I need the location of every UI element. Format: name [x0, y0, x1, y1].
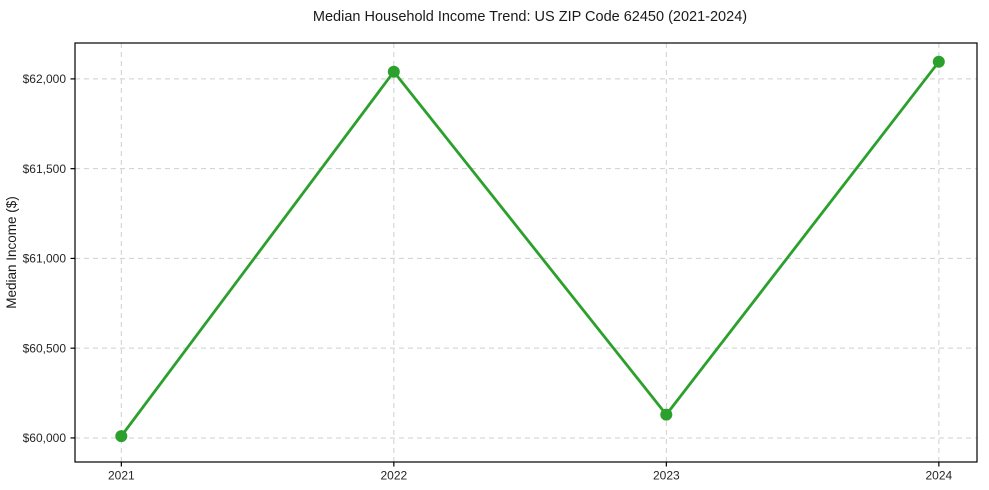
trend-line-series — [115, 55, 945, 443]
chart-title: Median Household Income Trend: US ZIP Co… — [313, 9, 747, 25]
y-tick-label: $60,500 — [23, 341, 67, 355]
data-point-marker — [932, 55, 945, 68]
data-point-marker — [660, 408, 673, 421]
y-tick-label: $61,500 — [23, 162, 67, 176]
x-tick-label: 2021 — [108, 469, 135, 483]
axis-layer: $60,000 $60,500 $61,000 $61,500 $62,000 2021 2… — [23, 72, 953, 482]
x-tick-label: 2024 — [925, 469, 952, 483]
trend-line — [119, 60, 941, 438]
x-tick-label: 2023 — [653, 469, 680, 483]
x-tick-label: 2022 — [380, 469, 407, 483]
y-tick-label: $60,000 — [23, 431, 67, 445]
y-axis-label: Median Income ($) — [4, 196, 19, 309]
plot-border — [74, 42, 978, 463]
data-point-marker — [115, 430, 128, 443]
y-tick-label: $61,000 — [23, 252, 67, 266]
grid-layer — [75, 43, 977, 462]
data-point-marker — [387, 65, 400, 78]
y-tick-label: $62,000 — [23, 72, 67, 86]
